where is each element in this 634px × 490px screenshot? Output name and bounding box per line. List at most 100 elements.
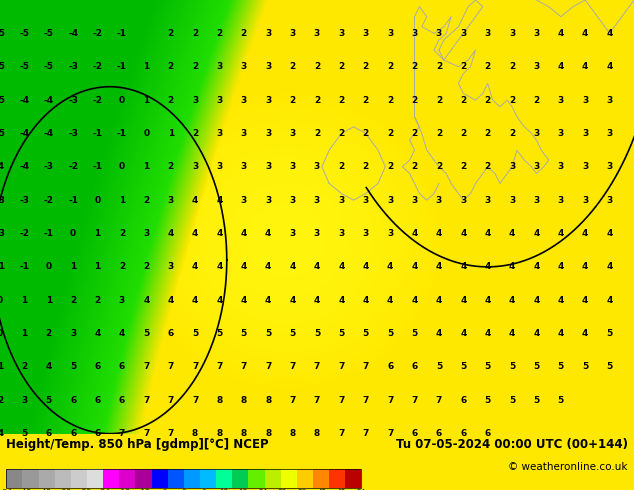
Text: 6: 6 (46, 429, 52, 438)
Text: 4: 4 (582, 296, 588, 305)
Text: 5: 5 (436, 363, 442, 371)
Text: 2: 2 (484, 96, 491, 104)
Text: -3: -3 (0, 229, 5, 238)
Text: 2: 2 (339, 162, 344, 171)
Text: 5: 5 (143, 329, 150, 338)
Text: 4: 4 (484, 329, 491, 338)
Bar (249, 468, 264, 488)
Text: 2: 2 (484, 129, 491, 138)
Text: 6: 6 (411, 363, 418, 371)
Text: 3: 3 (582, 196, 588, 205)
Text: 5: 5 (265, 329, 271, 338)
Text: 4: 4 (338, 262, 344, 271)
Bar (168, 468, 184, 488)
Text: 2: 2 (94, 296, 101, 305)
Text: 5: 5 (460, 363, 467, 371)
Text: -1: -1 (117, 62, 127, 71)
Text: 4: 4 (558, 229, 564, 238)
Text: -12: -12 (138, 489, 150, 490)
Text: 8: 8 (265, 396, 271, 405)
Text: 3: 3 (460, 196, 467, 205)
Text: 3: 3 (582, 129, 588, 138)
Text: 7: 7 (387, 396, 393, 405)
Bar (71, 468, 87, 488)
Text: 2: 2 (411, 62, 418, 71)
Text: 3: 3 (119, 296, 125, 305)
Text: 2: 2 (241, 29, 247, 38)
Text: 4: 4 (314, 262, 320, 271)
Text: 3: 3 (265, 62, 271, 71)
Text: -5: -5 (20, 29, 29, 38)
Bar (22, 468, 39, 488)
Text: 1: 1 (22, 329, 27, 338)
Text: 4: 4 (582, 29, 588, 38)
Text: 4: 4 (509, 296, 515, 305)
Text: 7: 7 (314, 363, 320, 371)
Text: 4: 4 (265, 229, 271, 238)
Text: 2: 2 (484, 162, 491, 171)
Text: 3: 3 (460, 29, 467, 38)
Text: 7: 7 (143, 396, 150, 405)
Text: 6: 6 (436, 429, 442, 438)
Text: 3: 3 (143, 229, 150, 238)
Text: 4: 4 (363, 296, 369, 305)
Text: 2: 2 (436, 62, 442, 71)
Text: 8: 8 (290, 429, 295, 438)
Text: 4: 4 (582, 262, 588, 271)
Text: -1: -1 (0, 262, 5, 271)
Text: 3: 3 (265, 196, 271, 205)
Text: 3: 3 (533, 62, 540, 71)
Bar (87, 468, 103, 488)
Text: 3: 3 (241, 162, 247, 171)
Text: 4: 4 (192, 296, 198, 305)
Text: -1: -1 (93, 129, 103, 138)
Text: 3: 3 (607, 129, 612, 138)
Text: 3: 3 (558, 196, 564, 205)
Text: 2: 2 (192, 129, 198, 138)
Text: 4: 4 (216, 296, 223, 305)
Text: 7: 7 (338, 363, 344, 371)
Text: 7: 7 (338, 396, 344, 405)
Text: 8: 8 (216, 429, 223, 438)
Text: 6: 6 (119, 363, 125, 371)
Text: 1: 1 (70, 262, 76, 271)
Text: 4: 4 (558, 29, 564, 38)
Bar (297, 468, 313, 488)
Text: 3: 3 (314, 229, 320, 238)
Text: 5: 5 (339, 329, 344, 338)
Text: 5: 5 (533, 363, 540, 371)
Bar (39, 468, 55, 488)
Bar (6, 468, 361, 488)
Text: -1: -1 (68, 196, 78, 205)
Text: 1: 1 (22, 296, 27, 305)
Text: 8: 8 (241, 396, 247, 405)
Text: 3: 3 (265, 96, 271, 104)
Text: 4: 4 (265, 262, 271, 271)
Text: 3: 3 (265, 129, 271, 138)
Text: 2: 2 (167, 96, 174, 104)
Text: 2: 2 (363, 162, 369, 171)
Text: -5: -5 (0, 62, 5, 71)
Text: 4: 4 (460, 296, 467, 305)
Text: 4: 4 (192, 262, 198, 271)
Text: 2: 2 (484, 62, 491, 71)
Text: 2: 2 (460, 96, 467, 104)
Text: 3: 3 (265, 29, 271, 38)
Text: 2: 2 (0, 396, 3, 405)
Text: 4: 4 (558, 262, 564, 271)
Text: 2: 2 (411, 162, 418, 171)
Text: 3: 3 (22, 396, 27, 405)
Text: 0: 0 (0, 329, 3, 338)
Text: 5: 5 (533, 396, 540, 405)
Text: 4: 4 (338, 296, 344, 305)
Text: 2: 2 (509, 96, 515, 104)
Text: 4: 4 (533, 262, 540, 271)
Text: 2: 2 (460, 162, 467, 171)
Text: 8: 8 (192, 429, 198, 438)
Text: -4: -4 (0, 429, 5, 438)
Text: -2: -2 (93, 29, 103, 38)
Text: 0: 0 (0, 296, 3, 305)
Text: 4: 4 (167, 229, 174, 238)
Text: -18: -18 (119, 489, 131, 490)
Text: -38: -38 (60, 489, 72, 490)
